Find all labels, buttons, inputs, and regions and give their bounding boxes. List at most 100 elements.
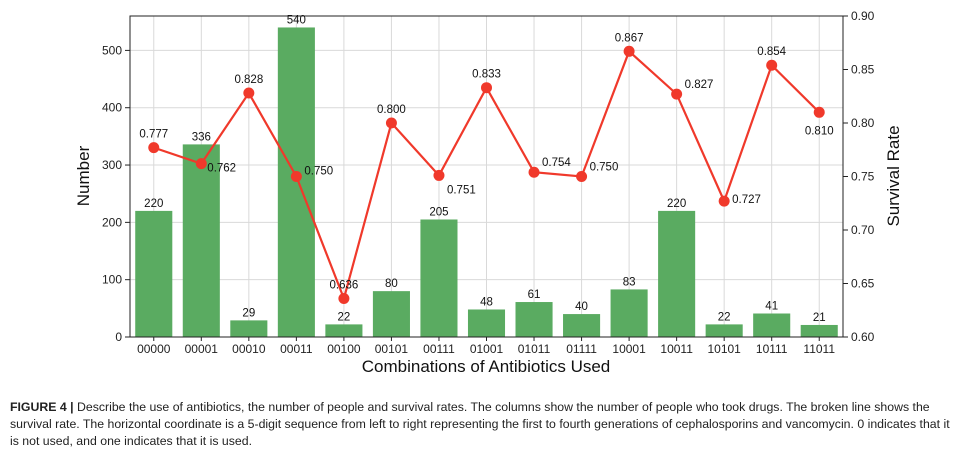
y-tick-label: 100 [102, 273, 122, 287]
bar-value-label: 83 [623, 276, 636, 288]
figure-caption: FIGURE 4 | Describe the use of antibioti… [10, 399, 955, 450]
x-tick-label: 00001 [185, 342, 219, 356]
y-tick-label: 400 [102, 101, 122, 115]
survival-value-label: 0.777 [139, 129, 168, 141]
bar-00101 [372, 291, 410, 337]
bar-01001 [467, 309, 506, 337]
tick-labels: 0 100 200 300 400 500 0.60 0.65 0.70 0.75 0.80 0.85… [102, 9, 875, 356]
x-tick-label: 01011 [518, 342, 551, 356]
x-tick-label: 11011 [803, 342, 835, 356]
bar-00001 [182, 144, 220, 337]
survival-point-00101 [385, 117, 397, 129]
bar-00100 [325, 324, 363, 337]
survival-value-label: 0.867 [615, 32, 644, 44]
survival-point-10101 [718, 195, 730, 207]
bar-10001 [610, 289, 648, 337]
caption-text: Describe the use of antibiotics, the num… [10, 400, 950, 448]
x-tick-label: 01111 [566, 342, 597, 356]
survival-value-label: 0.754 [542, 157, 571, 169]
survival-value-label: 0.828 [234, 74, 263, 86]
x-tick-label: 00111 [423, 342, 455, 356]
y2-tick-label: 0.90 [851, 9, 875, 23]
survival-value-label: 0.854 [757, 46, 786, 58]
survival-point-00000 [148, 142, 160, 154]
bar-10101 [705, 324, 743, 337]
y2-tick-label: 0.85 [851, 63, 875, 77]
x-tick-label: 00010 [232, 342, 266, 356]
survival-value-label: 0.727 [732, 194, 761, 206]
bar-value-label: 220 [144, 198, 163, 210]
bar-value-label: 29 [242, 307, 255, 319]
bar-00010 [230, 320, 268, 337]
y-tick-label: 200 [102, 215, 122, 229]
bar-10111 [753, 313, 791, 337]
bar-value-label: 540 [287, 14, 306, 26]
survival-point-01011 [528, 166, 540, 178]
x-axis-label: Combinations of Antibiotics Used [362, 357, 611, 376]
x-tick-label: 10101 [707, 342, 741, 356]
y-axis-label: Number [74, 145, 93, 206]
bar-series [135, 27, 838, 337]
bar-value-label: 220 [667, 198, 686, 210]
data-labels: 220 336 29 540 22 80 205 48 61 40 83 220 22 41 21 0.777… [139, 14, 833, 323]
y2-axis-label: Survival Rate [884, 125, 903, 226]
survival-value-label: 0.833 [472, 69, 501, 81]
x-tick-label: 10001 [612, 342, 646, 356]
bar-value-label: 336 [192, 131, 211, 143]
bar-01111 [563, 314, 601, 337]
bar-value-label: 21 [813, 312, 826, 324]
bar-value-label: 22 [338, 311, 351, 323]
bar-value-label: 40 [575, 301, 588, 313]
bar-01011 [515, 302, 553, 337]
bar-value-label: 22 [718, 311, 731, 323]
y2-tick-label: 0.65 [851, 277, 875, 291]
x-tick-label: 00000 [137, 342, 171, 356]
survival-point-10011 [671, 88, 683, 100]
y-tick-label: 300 [102, 158, 122, 172]
x-tick-label: 10111 [756, 342, 788, 356]
bar-value-label: 41 [765, 300, 778, 312]
survival-value-label: 0.810 [805, 125, 834, 137]
bar-00111 [420, 219, 458, 337]
survival-value-label: 0.827 [685, 79, 714, 91]
survival-value-label: 0.636 [330, 279, 359, 291]
survival-point-00011 [290, 171, 302, 182]
survival-point-11011 [813, 106, 825, 118]
survival-value-label: 0.762 [207, 163, 236, 175]
survival-point-01111 [576, 171, 588, 182]
y-tick-label: 500 [102, 43, 122, 57]
survival-value-label: 0.750 [304, 166, 333, 178]
grid [130, 16, 843, 338]
x-tick-label: 00101 [375, 342, 409, 356]
x-tick-label: 01001 [470, 342, 504, 356]
caption-label: FIGURE 4 | [10, 400, 74, 414]
y2-tick-label: 0.70 [851, 223, 875, 237]
x-tick-label: 00100 [327, 342, 361, 356]
y-tick-label: 0 [115, 330, 122, 344]
survival-value-label: 0.750 [590, 162, 619, 174]
bar-11011 [800, 324, 838, 337]
bar-00000 [135, 210, 173, 337]
survival-point-00111 [433, 169, 445, 181]
y2-tick-label: 0.60 [851, 330, 875, 344]
antibiotics-chart: 0 100 200 300 400 500 0.60 0.65 0.70 0.75 0.80 0.85… [74, 9, 903, 376]
survival-value-label: 0.800 [377, 104, 406, 116]
bar-00011 [277, 27, 315, 337]
bar-value-label: 48 [480, 296, 493, 308]
bar-value-label: 61 [528, 289, 541, 301]
survival-point-01001 [481, 82, 492, 94]
survival-point-10111 [766, 59, 778, 71]
survival-point-10001 [623, 45, 635, 57]
y2-tick-label: 0.75 [851, 170, 875, 184]
x-tick-label: 00011 [280, 342, 313, 356]
survival-point-00010 [243, 87, 255, 99]
bar-value-label: 80 [385, 278, 398, 290]
bar-10011 [658, 210, 696, 337]
x-tick-label: 10011 [660, 342, 693, 356]
survival-value-label: 0.751 [447, 184, 476, 196]
bar-value-label: 205 [429, 206, 448, 218]
survival-point-00001 [195, 158, 207, 170]
survival-line-series [148, 45, 825, 304]
survival-point-00100 [338, 292, 350, 304]
y2-tick-label: 0.80 [851, 116, 875, 130]
